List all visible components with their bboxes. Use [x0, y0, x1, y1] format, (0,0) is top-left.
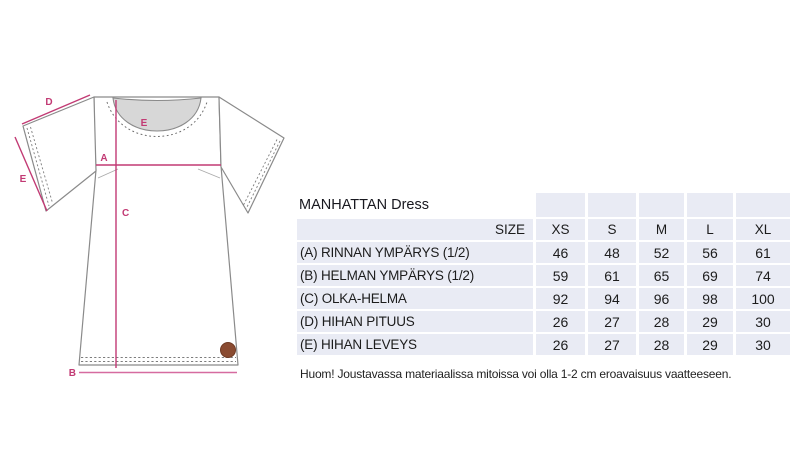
label-c: C [122, 208, 129, 219]
label-d: D [45, 97, 52, 108]
cell-sleeve-width-xs: 26 [536, 334, 585, 355]
cell-hem-l: 69 [687, 265, 733, 286]
left-sleeve-outline [22, 96, 97, 212]
cell-sleeve-width-l: 29 [687, 334, 733, 355]
cell-hem-xl: 74 [736, 265, 790, 286]
title-row-filler [639, 193, 684, 217]
label-e-neck: E [141, 118, 148, 129]
column-header-size: SIZE [297, 219, 533, 240]
cell-hem-xs: 59 [536, 265, 585, 286]
dress-sketch-svg: D E E A C B [14, 94, 285, 379]
cell-chest-xl: 61 [736, 242, 790, 263]
title-row-filler [536, 193, 585, 217]
column-header-l: L [687, 219, 733, 240]
material-note: Huom! Joustavassa materiaalissa mitoissa… [300, 367, 732, 381]
cell-shoulder-hem-s: 94 [588, 288, 636, 309]
column-header-xl: XL [736, 219, 790, 240]
row-label-sleeve-width: (E) HIHAN LEVEYS [297, 334, 533, 355]
column-header-m: M [639, 219, 684, 240]
title-row-filler [687, 193, 733, 217]
cell-sleeve-width-m: 28 [639, 334, 684, 355]
dress-body-outline [78, 96, 239, 366]
cell-chest-m: 52 [639, 242, 684, 263]
logo-button-dot [220, 342, 236, 358]
cell-sleeve-width-s: 27 [588, 334, 636, 355]
cell-sleeve-width-xl: 30 [736, 334, 790, 355]
right-sleeve-outline [218, 96, 285, 214]
cell-sleeve-length-xl: 30 [736, 311, 790, 332]
cell-sleeve-length-xs: 26 [536, 311, 585, 332]
label-a: A [100, 153, 107, 164]
measure-line-d-sleeve-length [21, 94, 91, 125]
label-e-sleeve: E [20, 174, 27, 185]
cell-sleeve-length-s: 27 [588, 311, 636, 332]
title-row-filler [736, 193, 790, 217]
left-armpit-dart [97, 168, 119, 179]
cell-sleeve-length-m: 28 [639, 311, 684, 332]
table-title: MANHATTAN Dress [299, 197, 429, 213]
column-header-s: S [588, 219, 636, 240]
row-label-shoulder-hem: (C) OLKA-HELMA [297, 288, 533, 309]
cell-shoulder-hem-xs: 92 [536, 288, 585, 309]
left-sleeve-stitch-1 [26, 127, 50, 207]
left-sleeve-stitch-2 [30, 126, 53, 204]
title-row-filler [588, 193, 636, 217]
cell-sleeve-length-l: 29 [687, 311, 733, 332]
cell-shoulder-hem-m: 96 [639, 288, 684, 309]
column-header-xs: XS [536, 219, 585, 240]
cell-hem-m: 65 [639, 265, 684, 286]
cell-chest-s: 48 [588, 242, 636, 263]
cell-shoulder-hem-l: 98 [687, 288, 733, 309]
neckline-shaded-area [112, 97, 202, 132]
garment-diagram: D E E A C B [0, 0, 300, 450]
row-label-chest: (A) RINNAN YMPÄRYS (1/2) [297, 242, 533, 263]
row-label-sleeve-length: (D) HIHAN PITUUS [297, 311, 533, 332]
right-armpit-dart [197, 168, 221, 179]
label-b: B [69, 368, 76, 379]
measure-line-e-sleeve-width [14, 136, 48, 212]
right-sleeve-stitch-1 [245, 140, 281, 210]
size-table: MANHATTAN Dress SIZE XS S M L XL (A) RIN… [297, 193, 790, 355]
cell-chest-l: 56 [687, 242, 733, 263]
cell-chest-xs: 46 [536, 242, 585, 263]
cell-shoulder-hem-xl: 100 [736, 288, 790, 309]
cell-hem-s: 61 [588, 265, 636, 286]
row-label-hem: (B) HELMAN YMPÄRYS (1/2) [297, 265, 533, 286]
